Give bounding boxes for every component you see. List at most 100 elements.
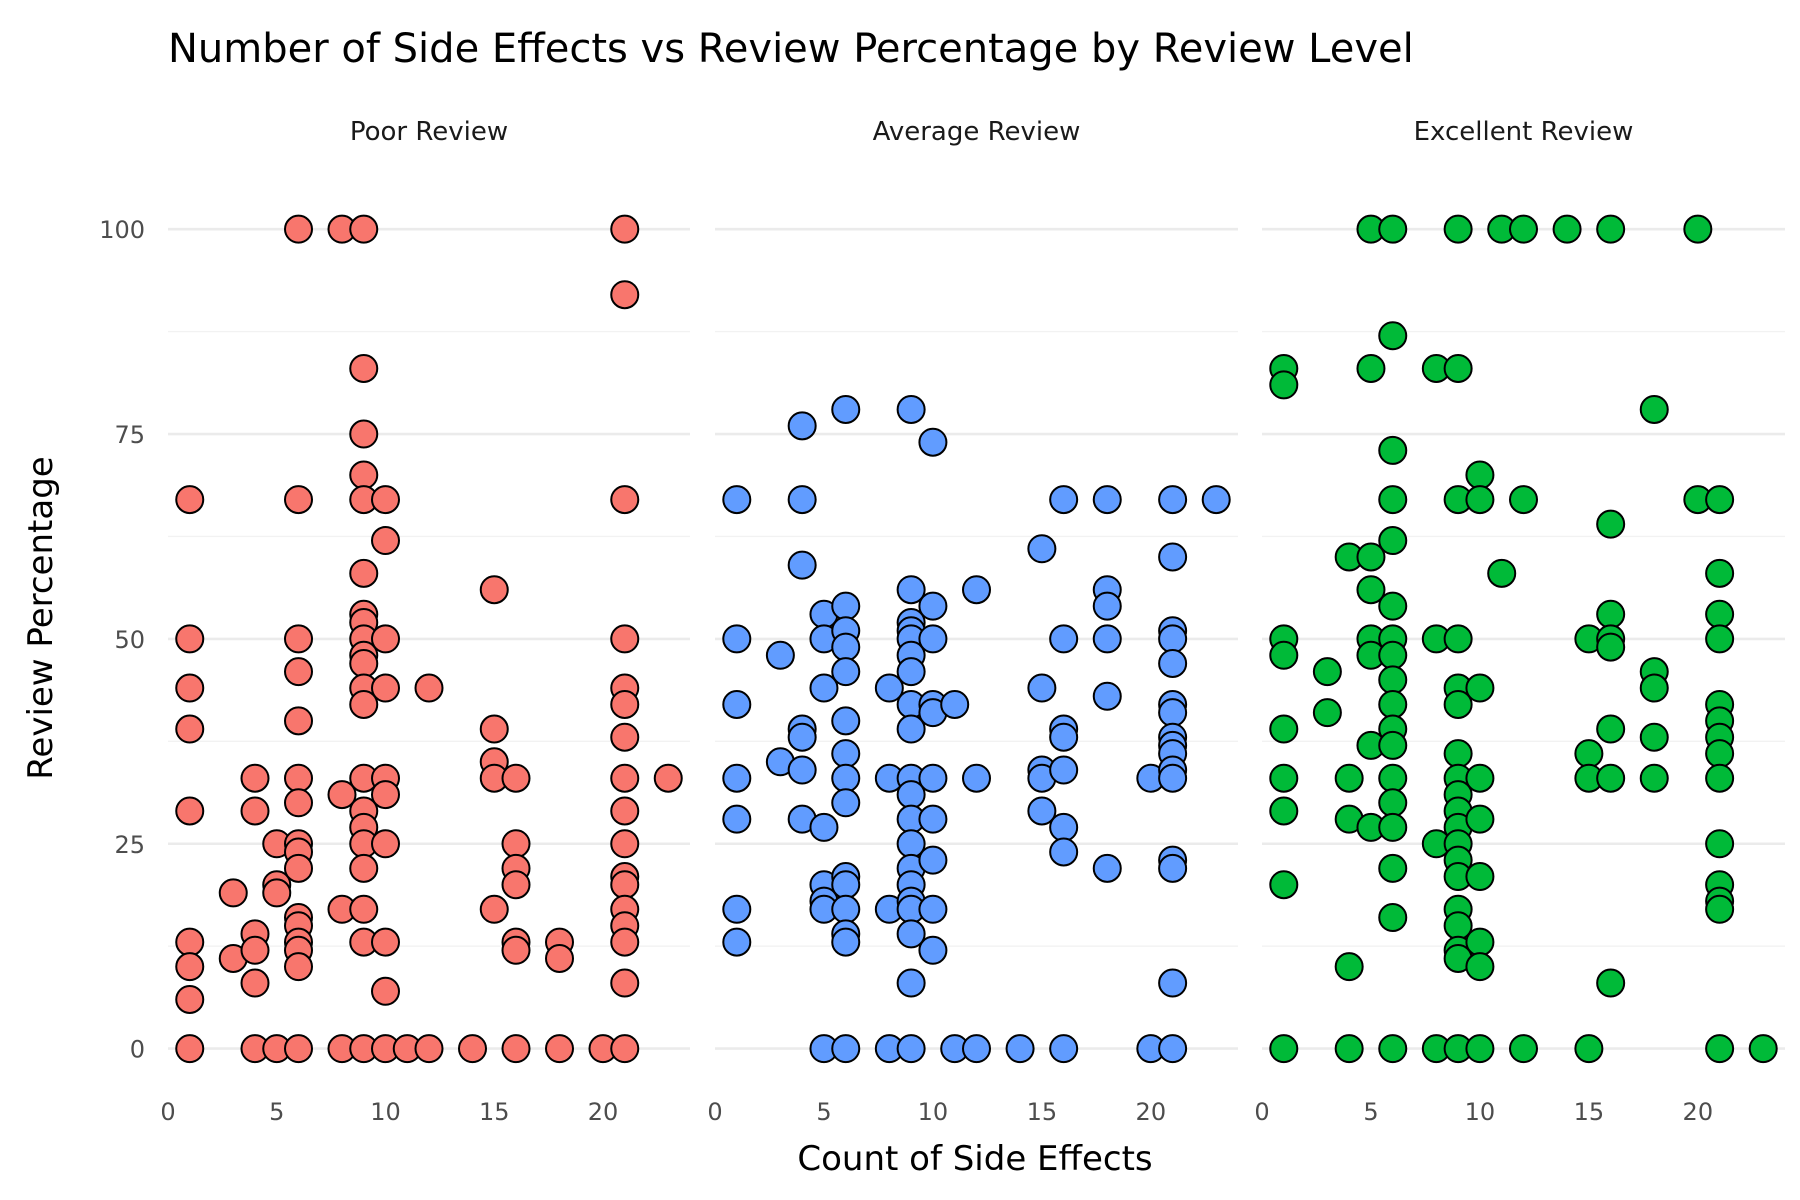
data-point: [1378, 435, 1408, 465]
data-point: [722, 763, 752, 793]
data-point: [1509, 214, 1538, 244]
data-point: [262, 878, 292, 908]
data-point: [610, 485, 640, 515]
data-point: [610, 829, 640, 859]
data-point: [787, 550, 817, 580]
data-point: [1705, 739, 1735, 769]
data-point: [414, 673, 444, 703]
data-point: [610, 870, 640, 900]
data-point: [1049, 485, 1079, 515]
data-point: [545, 1034, 574, 1064]
data-point: [1269, 796, 1299, 826]
data-point: [1356, 575, 1386, 605]
data-point: [831, 1034, 861, 1064]
y-tick-label: 50: [114, 626, 145, 654]
data-point: [896, 714, 926, 744]
data-point: [1378, 1034, 1408, 1064]
data-point: [175, 952, 205, 982]
data-point: [1049, 722, 1079, 752]
data-point: [831, 763, 861, 793]
data-point: [1092, 485, 1122, 515]
data-point: [1158, 763, 1188, 793]
data-point: [371, 485, 400, 515]
data-point: [414, 1034, 444, 1064]
data-point: [1639, 763, 1669, 793]
data-point: [501, 829, 531, 859]
data-point: [1443, 214, 1473, 244]
data-point: [831, 632, 861, 662]
data-point: [284, 763, 313, 793]
data-point: [1158, 542, 1188, 572]
data-point: [1596, 214, 1626, 244]
data-point: [1049, 755, 1079, 785]
data-point: [918, 894, 948, 924]
x-tick-label: 5: [816, 1098, 831, 1126]
data-point: [1465, 673, 1495, 703]
data-point: [610, 968, 640, 998]
data-point: [1596, 509, 1626, 539]
facet-strip-label: Excellent Review: [1414, 117, 1634, 147]
data-point: [1334, 1034, 1364, 1064]
data-point: [1092, 624, 1122, 654]
data-point: [284, 952, 313, 982]
x-axis-title: Count of Side Effects: [797, 1139, 1152, 1179]
data-point: [831, 927, 861, 957]
data-point: [722, 624, 752, 654]
data-point: [175, 796, 205, 826]
data-point: [831, 788, 861, 818]
data-point: [722, 485, 752, 515]
data-point: [1378, 665, 1408, 695]
data-point: [831, 706, 861, 736]
data-point: [1378, 526, 1408, 556]
data-point: [1683, 214, 1713, 244]
data-point: [1443, 353, 1473, 383]
data-point: [610, 927, 640, 957]
data-point: [1356, 353, 1386, 383]
facet-strip-label: Poor Review: [350, 117, 508, 147]
y-tick-label: 100: [99, 216, 145, 244]
data-point: [1027, 534, 1057, 564]
data-point: [1158, 968, 1188, 998]
data-point: [1049, 1034, 1079, 1064]
data-point: [809, 673, 839, 703]
x-tick-label: 20: [1683, 1098, 1714, 1126]
data-point: [918, 591, 948, 621]
data-point: [284, 485, 313, 515]
data-point: [1158, 485, 1188, 515]
data-point: [831, 894, 861, 924]
data-point: [284, 1034, 313, 1064]
facet-strip-label: Average Review: [873, 117, 1081, 147]
x-tick-label: 20: [1136, 1098, 1167, 1126]
y-tick-label: 0: [130, 1036, 145, 1064]
data-point: [371, 976, 400, 1006]
data-point: [1465, 804, 1495, 834]
data-point: [831, 657, 861, 687]
data-point: [1574, 739, 1604, 769]
data-point: [1596, 714, 1626, 744]
data-point: [1312, 698, 1342, 728]
data-point: [1705, 599, 1735, 629]
data-point: [1356, 542, 1386, 572]
data-point: [610, 763, 640, 793]
data-point: [940, 689, 970, 719]
data-point: [1158, 624, 1188, 654]
data-point: [240, 935, 270, 965]
y-tick-label: 75: [114, 421, 145, 449]
data-point: [896, 919, 926, 949]
data-point: [962, 1034, 991, 1064]
data-point: [610, 689, 640, 719]
data-point: [501, 870, 531, 900]
data-point: [1509, 485, 1538, 515]
data-point: [1027, 796, 1057, 826]
data-point: [1378, 214, 1408, 244]
data-point: [1465, 460, 1495, 490]
data-point: [175, 624, 205, 654]
facet-panel: Poor Review: [168, 117, 690, 1064]
data-point: [284, 706, 313, 736]
x-tick-label: 0: [707, 1098, 722, 1126]
data-point: [175, 927, 205, 957]
y-axis-ticks: 0 25 50 75 100: [99, 216, 145, 1063]
data-point: [1049, 837, 1079, 867]
x-axis-ticks: 0 5 10 15 20 0 5 10 15 20 0 5 10 15 20: [160, 1098, 1713, 1126]
